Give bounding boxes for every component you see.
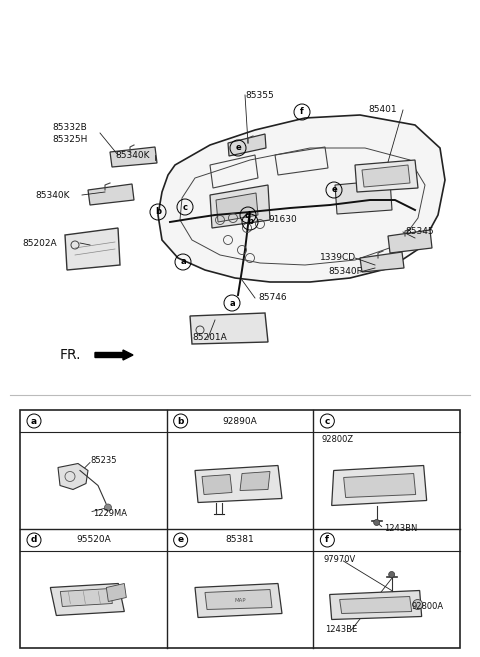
Text: 92800Z: 92800Z xyxy=(321,436,353,445)
Text: b: b xyxy=(247,217,253,227)
Circle shape xyxy=(373,520,380,526)
Text: d: d xyxy=(245,210,251,219)
Text: 85235: 85235 xyxy=(90,456,117,465)
Text: a: a xyxy=(31,417,37,426)
Text: 85746: 85746 xyxy=(258,294,287,302)
Polygon shape xyxy=(362,165,410,187)
Polygon shape xyxy=(228,134,266,156)
Polygon shape xyxy=(205,589,272,610)
Polygon shape xyxy=(88,184,134,205)
Circle shape xyxy=(413,599,423,610)
Text: MAP: MAP xyxy=(234,598,246,603)
Text: f: f xyxy=(325,535,329,545)
Polygon shape xyxy=(360,252,404,272)
Polygon shape xyxy=(240,472,270,491)
Polygon shape xyxy=(335,180,392,214)
Text: e: e xyxy=(331,185,337,194)
Polygon shape xyxy=(388,230,432,253)
Polygon shape xyxy=(330,591,421,620)
Text: e: e xyxy=(235,143,241,152)
Text: b: b xyxy=(155,208,161,217)
Polygon shape xyxy=(110,147,157,167)
Text: 92890A: 92890A xyxy=(223,417,257,426)
Text: 85340K: 85340K xyxy=(115,150,149,160)
Text: b: b xyxy=(178,417,184,426)
Text: c: c xyxy=(182,202,188,212)
Polygon shape xyxy=(340,597,412,614)
Polygon shape xyxy=(195,466,282,503)
Polygon shape xyxy=(355,160,418,192)
Polygon shape xyxy=(202,474,232,495)
FancyArrow shape xyxy=(95,350,133,360)
Text: a: a xyxy=(180,258,186,267)
Polygon shape xyxy=(50,583,124,616)
Polygon shape xyxy=(58,463,88,489)
Polygon shape xyxy=(216,193,258,222)
Text: 92800A: 92800A xyxy=(412,602,444,611)
Polygon shape xyxy=(65,228,120,270)
Circle shape xyxy=(105,504,111,511)
Text: d: d xyxy=(31,535,37,545)
Text: 85355: 85355 xyxy=(245,91,274,99)
Text: 1339CD: 1339CD xyxy=(320,254,356,263)
Text: 97970V: 97970V xyxy=(324,555,356,564)
Polygon shape xyxy=(332,466,427,505)
Text: 85325H: 85325H xyxy=(52,135,87,145)
Text: 95520A: 95520A xyxy=(76,535,111,545)
Text: 85381: 85381 xyxy=(226,535,254,545)
Polygon shape xyxy=(195,583,282,618)
Text: 85332B: 85332B xyxy=(52,124,87,133)
Polygon shape xyxy=(210,185,270,228)
Text: 1243BN: 1243BN xyxy=(384,524,417,533)
Text: 85202A: 85202A xyxy=(22,238,57,248)
Polygon shape xyxy=(344,474,416,497)
Circle shape xyxy=(389,572,395,578)
Text: 85201A: 85201A xyxy=(192,334,227,342)
Text: 85401: 85401 xyxy=(368,106,396,114)
Text: a: a xyxy=(229,298,235,307)
Text: 85340K: 85340K xyxy=(35,191,70,200)
Polygon shape xyxy=(60,589,112,606)
Polygon shape xyxy=(190,313,268,344)
Text: 1243BE: 1243BE xyxy=(325,625,358,635)
Polygon shape xyxy=(158,115,445,282)
Text: c: c xyxy=(324,417,330,426)
Text: 85340F: 85340F xyxy=(328,267,362,277)
Text: 85345: 85345 xyxy=(405,227,433,237)
Text: e: e xyxy=(178,535,184,545)
Text: 1229MA: 1229MA xyxy=(93,509,127,518)
Text: FR.: FR. xyxy=(60,348,82,362)
Polygon shape xyxy=(107,583,126,602)
Text: f: f xyxy=(300,108,304,116)
Text: 91630: 91630 xyxy=(268,215,297,225)
